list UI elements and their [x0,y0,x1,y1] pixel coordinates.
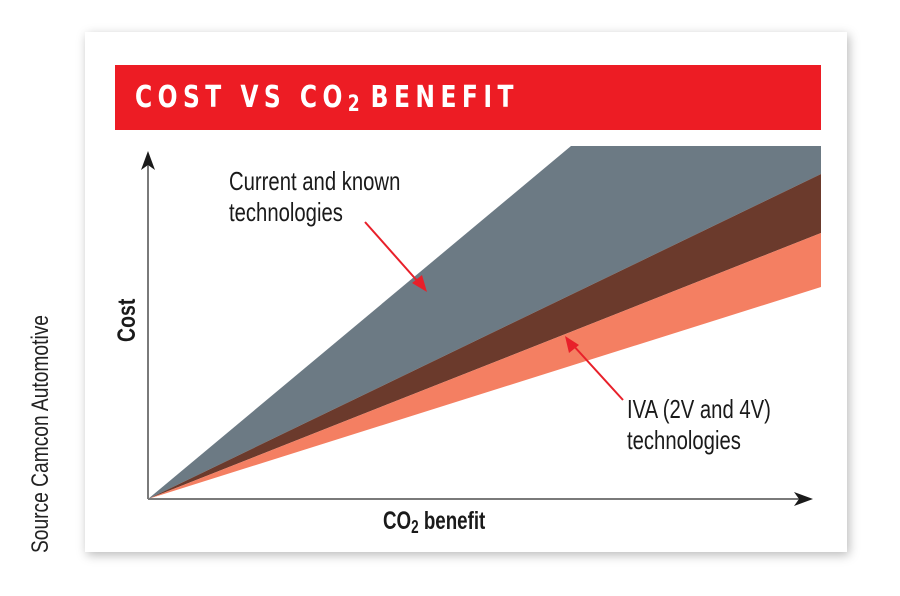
y-axis-label: Cost [113,298,141,342]
band-iva-lower [148,233,821,499]
band-current-technologies [148,146,821,499]
arrowhead-iva-icon [565,336,579,353]
annotation-arrow-iva [571,343,624,401]
x-axis-arrow-icon [794,492,813,506]
band-iva-upper [148,174,821,499]
source-credit: Source Camcon Automotive [27,315,54,553]
y-axis-arrow-icon [141,151,155,170]
title-bar: COST VS CO2 BENEFIT [115,65,821,130]
annotation-current-technologies: Current and known technologies [229,166,401,227]
annotation-iva-technologies: IVA (2V and 4V) technologies [627,394,771,455]
annotation-arrow-current [364,221,421,285]
x-axis-label: CO2 benefit [383,507,486,537]
chart-title: COST VS CO2 BENEFIT [135,80,519,117]
arrowhead-current-icon [412,275,427,292]
